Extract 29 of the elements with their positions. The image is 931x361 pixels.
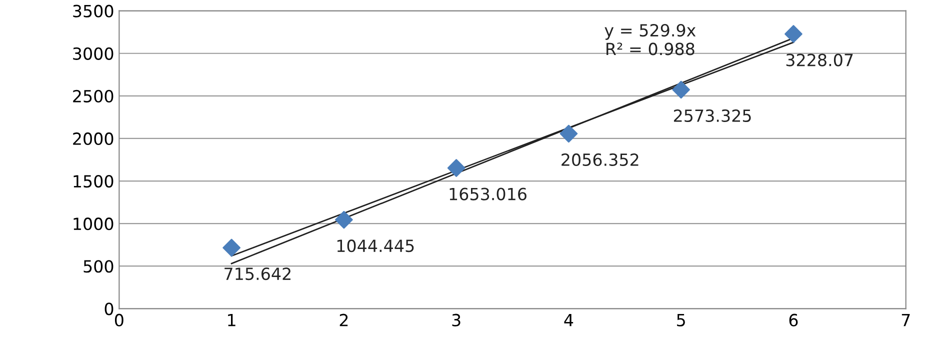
x-tick-label: 0 xyxy=(114,314,124,326)
x-tick-label: 7 xyxy=(902,314,910,326)
x-tick-label: 6 xyxy=(789,314,798,326)
data-label: 1044.445 xyxy=(337,240,414,252)
x-tick-label: 3 xyxy=(452,314,460,326)
y-tick-label: 1000 xyxy=(74,218,114,230)
y-tick-label: 3500 xyxy=(73,4,114,18)
x-tick-label: 2 xyxy=(340,314,348,326)
x-tick-label: 1 xyxy=(228,314,236,326)
y-tick-label: 500 xyxy=(84,260,114,273)
point xyxy=(560,124,578,143)
annotation: y = 529.9x R² = 0.988 xyxy=(604,24,696,56)
point xyxy=(447,159,466,177)
x-tick-label: 5 xyxy=(677,314,685,326)
x-tick-label: 4 xyxy=(564,314,574,326)
y-tick-label: 2500 xyxy=(73,90,114,102)
data-label: 3228.07 xyxy=(786,54,853,66)
y-tick-label: 2000 xyxy=(73,132,114,146)
data-label: 715.642 xyxy=(224,268,290,280)
point xyxy=(222,238,240,257)
point xyxy=(784,25,802,43)
data-label: 2573.325 xyxy=(674,109,751,122)
data-label: 1653.016 xyxy=(450,188,526,200)
data-label: 2056.352 xyxy=(562,153,638,166)
point xyxy=(672,80,690,99)
y-tick-label: 3000 xyxy=(73,47,114,60)
y-tick-label: 1500 xyxy=(74,174,114,188)
point xyxy=(335,210,353,229)
y-tick-label: 0 xyxy=(104,302,114,316)
